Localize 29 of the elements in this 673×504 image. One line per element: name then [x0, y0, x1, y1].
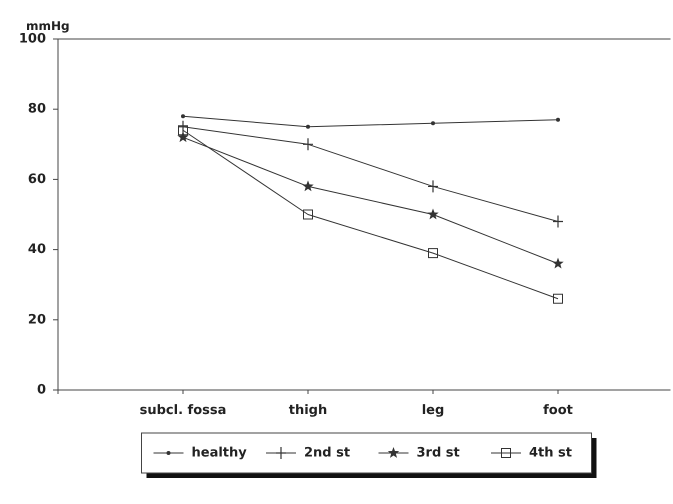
y-tick-label: 40 — [28, 242, 46, 258]
y-axis-title: mmHg — [26, 19, 70, 33]
x-tick-label: thigh — [288, 403, 328, 418]
y-tick-label: 80 — [28, 102, 46, 117]
x-tick-label: subcl. fossa — [140, 403, 226, 418]
point — [556, 118, 560, 122]
x-tick-label: foot — [543, 403, 573, 418]
legend-label: 4th st — [529, 446, 572, 460]
point — [306, 124, 310, 129]
point — [302, 180, 314, 192]
point — [552, 258, 564, 268]
point — [181, 114, 185, 118]
point — [178, 125, 188, 136]
x-tick-label: leg — [422, 403, 444, 418]
legend-label: 2nd st — [304, 446, 350, 460]
point — [427, 208, 439, 220]
point — [302, 138, 314, 151]
point — [427, 180, 439, 194]
point — [303, 210, 313, 220]
point — [431, 121, 435, 126]
point — [553, 294, 563, 304]
point — [552, 214, 564, 228]
y-tick-label: 20 — [28, 312, 46, 328]
y-tick-label: 100 — [18, 32, 46, 46]
y-tick-label: 60 — [28, 172, 46, 187]
legend-label: healthy — [192, 446, 248, 460]
y-tick-label: 0 — [36, 382, 46, 398]
point — [428, 248, 438, 258]
legend-label: 3rd st — [416, 446, 460, 460]
